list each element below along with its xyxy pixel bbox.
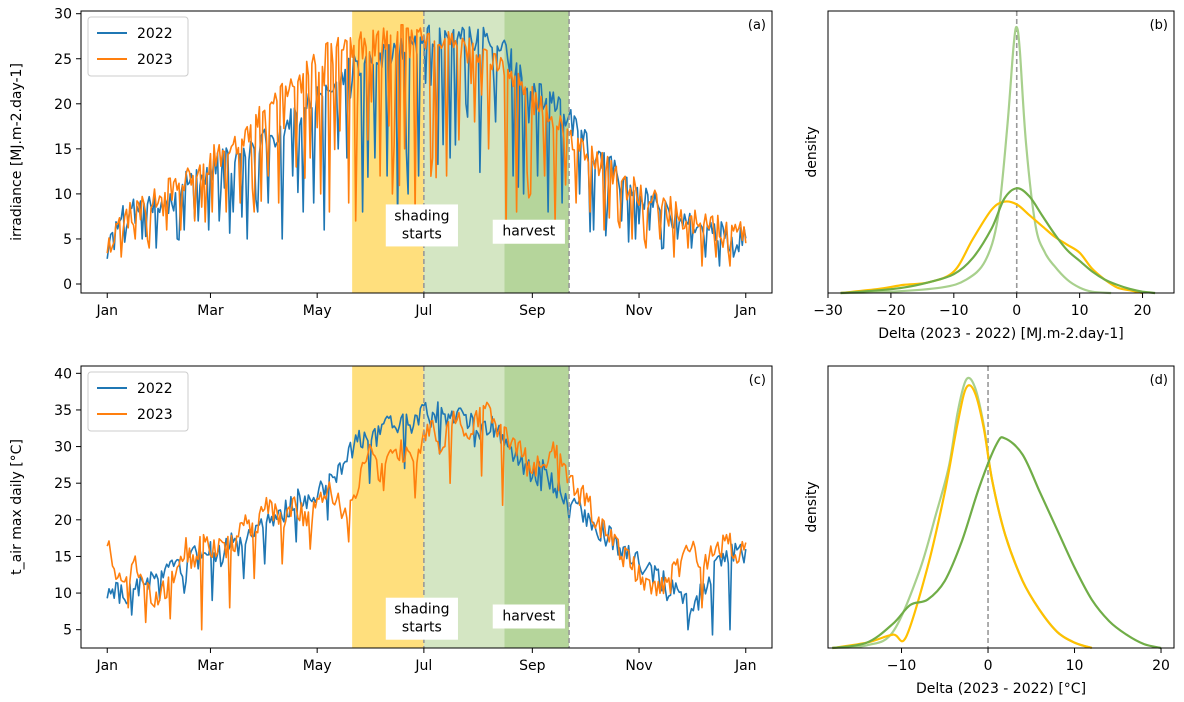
density-curve-1: [840, 25, 1112, 295]
legend-box: [87, 16, 189, 77]
panel-c-tair-timeseries: shading starts harvest 5 10 15 20 25 30 35 40 Jan Ma…: [9, 365, 773, 674]
y-tick-label: 30: [54, 440, 72, 456]
x-tick-label: Jan: [734, 658, 757, 674]
plot-frame: [827, 10, 1175, 294]
panel-label: (a): [748, 18, 766, 33]
panel-b-irradiance-delta-density: −30 −20 −10 0 10 20 Delta (2023 - 2022) [MJ.m-…: [804, 10, 1175, 342]
x-tick-label: −10: [887, 658, 917, 674]
plot-frame: [80, 365, 773, 649]
panel-d-tair-delta-density: −10 0 10 20 Delta (2023 - 2022) [°C] density (…: [804, 365, 1175, 697]
y-tick-label: 20: [54, 513, 72, 529]
x-tick-label: 0: [984, 658, 993, 674]
annotation-box: [385, 597, 458, 640]
y-tick-label: 25: [54, 476, 72, 492]
x-tick-label: −10: [939, 303, 969, 319]
panel-label: (c): [749, 373, 766, 388]
y-axis-label: density: [804, 126, 820, 177]
y-axis-label: irradiance [MJ.m-2.day-1]: [9, 63, 25, 241]
x-tick-label: Mar: [197, 658, 224, 674]
panel-label: (d): [1150, 373, 1168, 388]
x-tick-label: Jan: [95, 658, 118, 674]
x-tick-label: −20: [876, 303, 906, 319]
panel-label: (b): [1150, 18, 1168, 33]
panel-a-irradiance-timeseries: shading starts harvest 0 5 10 15 20 25 30 Jan Mar Ma…: [9, 7, 773, 319]
x-tick-label: May: [303, 658, 332, 674]
x-tick-label: −30: [813, 303, 843, 319]
x-tick-label: Sep: [519, 658, 546, 674]
shaded-period-3: [504, 366, 570, 648]
density-curve-1: [832, 376, 1093, 650]
y-axis-label: t_air max daily [°C]: [9, 439, 25, 575]
x-axis-label: Delta (2023 - 2022) [°C]: [916, 681, 1086, 697]
annotation-text: harvest: [502, 609, 555, 625]
density-curve-2: [832, 384, 1093, 650]
density-curve-3: [840, 187, 1156, 295]
y-tick-label: 10: [54, 187, 72, 203]
x-tick-label: Nov: [625, 658, 652, 674]
legend-label: 2022: [137, 381, 173, 397]
x-tick-label: Jan: [95, 303, 118, 319]
y-tick-label: 40: [54, 366, 72, 382]
annotation-text: shading: [394, 602, 449, 618]
legend-label: 2022: [137, 26, 173, 42]
x-tick-label: 20: [1152, 658, 1170, 674]
annotation-text: harvest: [502, 224, 555, 240]
annotation-box: [492, 219, 565, 244]
annotation-text: starts: [402, 226, 442, 242]
annotation-text: shading: [394, 208, 449, 224]
x-tick-label: 0: [1012, 303, 1021, 319]
legend: 2022 2023: [87, 16, 189, 77]
y-tick-label: 25: [54, 52, 72, 68]
y-tick-label: 10: [54, 586, 72, 602]
legend-label: 2023: [137, 407, 173, 423]
y-tick-label: 15: [54, 549, 72, 565]
y-tick-label: 0: [63, 277, 72, 293]
x-tick-label: 20: [1134, 303, 1152, 319]
x-tick-label: 10: [1066, 658, 1084, 674]
x-tick-label: Mar: [197, 303, 224, 319]
annotation-box: [385, 204, 458, 247]
x-tick-label: 10: [1071, 303, 1089, 319]
density-curve-3: [832, 436, 1162, 650]
legend-label: 2023: [137, 52, 173, 68]
y-tick-label: 5: [63, 232, 72, 248]
legend: 2022 2023: [87, 371, 189, 432]
x-tick-label: Sep: [519, 303, 546, 319]
x-tick-label: May: [303, 303, 332, 319]
y-tick-label: 5: [63, 623, 72, 639]
x-tick-label: Jul: [414, 303, 432, 319]
x-tick-label: Nov: [625, 303, 652, 319]
plot-frame: [80, 10, 773, 294]
y-tick-label: 20: [54, 97, 72, 113]
y-axis-label: density: [804, 481, 820, 532]
plot-frame: [827, 365, 1175, 649]
x-tick-label: Jan: [734, 303, 757, 319]
y-tick-label: 15: [54, 142, 72, 158]
x-axis-label: Delta (2023 - 2022) [MJ.m-2.day-1]: [878, 326, 1123, 342]
annotation-text: starts: [402, 620, 442, 636]
x-tick-label: Jul: [414, 658, 432, 674]
series-line-2023: [106, 23, 747, 267]
annotation-box: [492, 604, 565, 629]
y-tick-label: 35: [54, 403, 72, 419]
y-tick-label: 30: [54, 7, 72, 23]
legend-box: [87, 371, 189, 432]
series-line-2023: [106, 401, 747, 631]
